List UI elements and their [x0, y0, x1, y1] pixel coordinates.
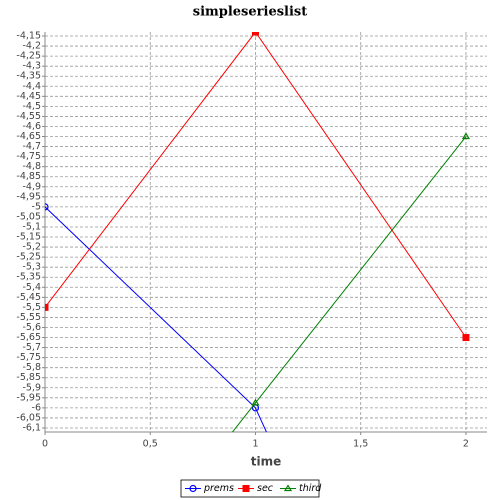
y-tick-label: -6,05	[16, 412, 41, 423]
point	[251, 32, 259, 36]
y-tick-label: -5,1	[22, 221, 41, 232]
legend-marker	[283, 484, 293, 492]
y-tick-label: -5,65	[16, 332, 41, 343]
y-tick-label: -5	[32, 201, 41, 212]
y-tick-label: -4,5	[22, 101, 41, 112]
y-tick-label: -5,25	[16, 252, 41, 263]
y-tick-label: -4,15	[16, 31, 41, 42]
x-tick-label: 0	[42, 439, 48, 450]
y-tick-label: -4,95	[16, 191, 41, 202]
legend-marker	[189, 484, 197, 493]
y-tick-label: -6,1	[22, 422, 41, 433]
legend-marker	[242, 485, 250, 492]
legend-label: third	[299, 483, 322, 494]
y-tick-label: -4,45	[16, 91, 41, 102]
grid: -4,15-4,2-4,25-4,3-4,35-4,4-4,45-4,5-4,5…	[16, 31, 487, 450]
y-tick-label: -5,4	[22, 282, 41, 293]
y-tick-label: -4,7	[22, 141, 41, 152]
point	[462, 334, 470, 342]
series-line	[45, 206, 268, 432]
y-tick-label: -5,8	[22, 362, 41, 373]
point	[45, 303, 49, 311]
chart-title: simpleserieslist	[193, 5, 307, 20]
y-tick-label: -5,9	[22, 382, 41, 393]
x-axis-label: time	[251, 455, 282, 469]
y-tick-label: -5,2	[22, 242, 41, 253]
point	[45, 203, 49, 211]
y-tick-label: -4,25	[16, 51, 41, 62]
point	[461, 132, 471, 140]
y-tick-label: -4,9	[22, 181, 41, 192]
legend: prems sec third	[180, 479, 322, 498]
y-tick-label: -5,3	[22, 262, 41, 273]
y-tick-label: -4,8	[22, 161, 41, 172]
y-tick-label: -5,15	[16, 232, 41, 243]
y-tick-label: -5,55	[16, 312, 41, 323]
y-tick-label: -4,75	[16, 151, 41, 162]
series-line	[45, 32, 467, 338]
legend-label: sec	[257, 483, 274, 494]
y-tick-label: -5,75	[16, 352, 41, 363]
legend-label: prems	[203, 483, 234, 494]
y-tick-label: -5,45	[16, 292, 41, 303]
x-tick-label: 1,5	[353, 439, 368, 450]
y-tick-label: -4,3	[22, 61, 41, 72]
series-line	[231, 136, 467, 432]
point	[251, 398, 260, 406]
y-tick-label: -5,95	[16, 392, 41, 403]
y-tick-label: -5,35	[16, 272, 41, 283]
y-tick-label: -5,7	[22, 342, 41, 353]
y-tick-label: -4,4	[22, 81, 41, 92]
y-tick-label: -4,55	[16, 111, 41, 122]
y-tick-label: -4,2	[22, 41, 41, 52]
y-tick-label: -4,6	[22, 121, 41, 132]
y-tick-label: -5,6	[22, 322, 41, 333]
x-tick-label: 0,5	[143, 439, 158, 450]
x-tick-label: 1	[252, 439, 258, 450]
y-tick-label: -4,35	[16, 71, 41, 82]
x-tick-label: 2	[463, 439, 469, 450]
y-tick-label: -4,85	[16, 171, 41, 182]
y-tick-label: -5,85	[16, 372, 41, 383]
plot-area	[45, 32, 487, 432]
y-tick-label: -5,05	[16, 211, 41, 222]
y-tick-label: -5,5	[22, 302, 41, 313]
y-tick-label: -6	[32, 402, 41, 413]
series-layer	[45, 32, 471, 432]
y-tick-label: -4,65	[16, 131, 41, 142]
